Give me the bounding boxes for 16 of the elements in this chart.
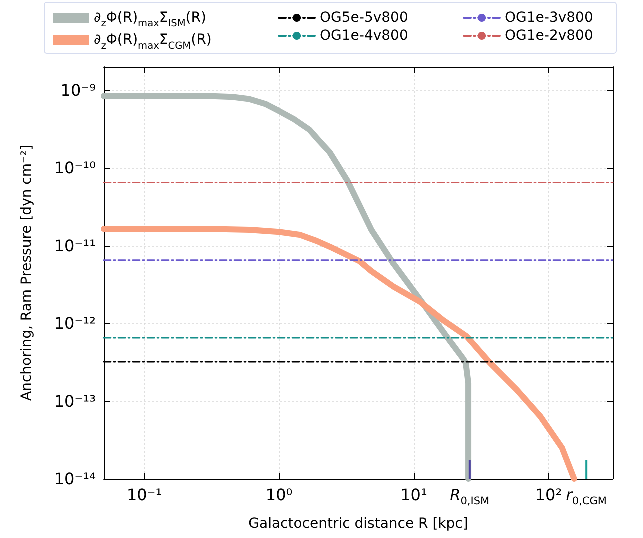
y-axis-title: Anchoring, Ram Pressure [dyn cm⁻²] <box>18 145 35 401</box>
legend-label: OG1e-3v800 <box>505 10 594 26</box>
y-tick-label: 10⁻¹⁴ <box>54 470 96 488</box>
x-axis-title: Galactocentric distance R [kpc] <box>248 516 468 532</box>
legend-label: OG1e-4v800 <box>320 28 408 44</box>
x-tick-label: 10² <box>535 486 562 504</box>
y-tick-label: 10⁻¹² <box>54 314 96 334</box>
y-tick-label: 10⁻¹³ <box>54 392 96 411</box>
legend-label: OG1e-2v800 <box>505 28 594 44</box>
y-tick-label: 10⁻⁹ <box>60 80 96 100</box>
y-tick-label: 10⁻¹⁰ <box>54 158 96 178</box>
x-tick-label: 10⁰ <box>266 486 293 504</box>
y-tick-label: 10⁻¹¹ <box>54 236 96 256</box>
x-tick-label: 10¹ <box>400 486 428 504</box>
legend-label: OG5e-5v800 <box>320 10 408 26</box>
x-tick-label: 10⁻¹ <box>126 486 162 504</box>
